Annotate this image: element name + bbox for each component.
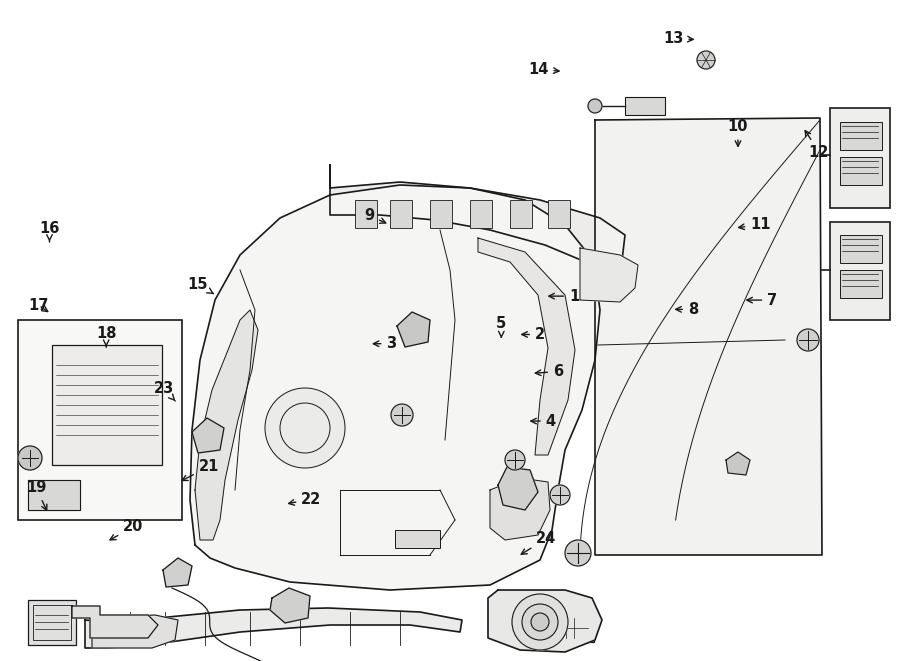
- Bar: [510, 200, 532, 228]
- Bar: [840, 270, 882, 298]
- Text: 11: 11: [739, 217, 770, 232]
- Bar: [28, 600, 76, 645]
- Text: 14: 14: [528, 62, 559, 77]
- Circle shape: [512, 594, 568, 650]
- Circle shape: [18, 446, 42, 470]
- Bar: [830, 108, 890, 208]
- Circle shape: [588, 99, 602, 113]
- Text: 24: 24: [521, 531, 556, 555]
- Circle shape: [391, 404, 413, 426]
- Bar: [18, 320, 182, 520]
- Text: 22: 22: [289, 492, 321, 506]
- Text: 6: 6: [536, 364, 563, 379]
- Text: 15: 15: [188, 277, 213, 293]
- Polygon shape: [192, 418, 224, 453]
- Bar: [33, 605, 71, 640]
- Bar: [395, 530, 440, 548]
- Bar: [430, 200, 452, 228]
- Text: 18: 18: [96, 327, 116, 347]
- Bar: [470, 200, 492, 228]
- Circle shape: [531, 613, 549, 631]
- Bar: [390, 200, 412, 228]
- Polygon shape: [92, 615, 178, 648]
- Text: 17: 17: [29, 298, 49, 313]
- Circle shape: [522, 604, 558, 640]
- Polygon shape: [498, 467, 538, 510]
- Circle shape: [265, 388, 345, 468]
- Text: 23: 23: [154, 381, 176, 401]
- Text: 3: 3: [374, 336, 397, 351]
- Polygon shape: [580, 248, 638, 302]
- Bar: [840, 157, 882, 185]
- Bar: [830, 222, 890, 320]
- Polygon shape: [85, 608, 462, 648]
- Text: 7: 7: [747, 293, 778, 307]
- Polygon shape: [490, 478, 550, 540]
- Polygon shape: [270, 588, 310, 623]
- Polygon shape: [330, 165, 625, 278]
- Bar: [840, 122, 882, 150]
- Polygon shape: [195, 310, 258, 540]
- Text: 12: 12: [806, 131, 829, 159]
- Polygon shape: [397, 312, 430, 347]
- Text: 16: 16: [40, 221, 59, 242]
- Bar: [552, 612, 594, 642]
- Text: 4: 4: [531, 414, 556, 428]
- Circle shape: [697, 51, 715, 69]
- Text: 21: 21: [182, 459, 219, 481]
- Polygon shape: [72, 606, 158, 638]
- Polygon shape: [488, 590, 602, 652]
- Text: 19: 19: [26, 481, 47, 510]
- Circle shape: [505, 450, 525, 470]
- Text: 10: 10: [728, 120, 748, 146]
- Circle shape: [797, 329, 819, 351]
- Bar: [625, 97, 665, 115]
- Polygon shape: [726, 452, 750, 475]
- Text: 20: 20: [110, 520, 143, 540]
- Polygon shape: [190, 185, 600, 590]
- Bar: [840, 235, 882, 263]
- Bar: [548, 200, 570, 228]
- Text: 9: 9: [364, 208, 386, 223]
- Polygon shape: [28, 480, 80, 510]
- Text: 1: 1: [549, 289, 580, 303]
- Bar: [52, 345, 162, 465]
- Text: 8: 8: [676, 302, 698, 317]
- Polygon shape: [163, 558, 192, 587]
- Text: 13: 13: [663, 31, 693, 46]
- Circle shape: [565, 540, 591, 566]
- Polygon shape: [478, 238, 575, 455]
- Text: 5: 5: [496, 317, 507, 337]
- Polygon shape: [595, 118, 822, 555]
- Text: 2: 2: [522, 327, 545, 342]
- Bar: [355, 200, 377, 228]
- Circle shape: [550, 485, 570, 505]
